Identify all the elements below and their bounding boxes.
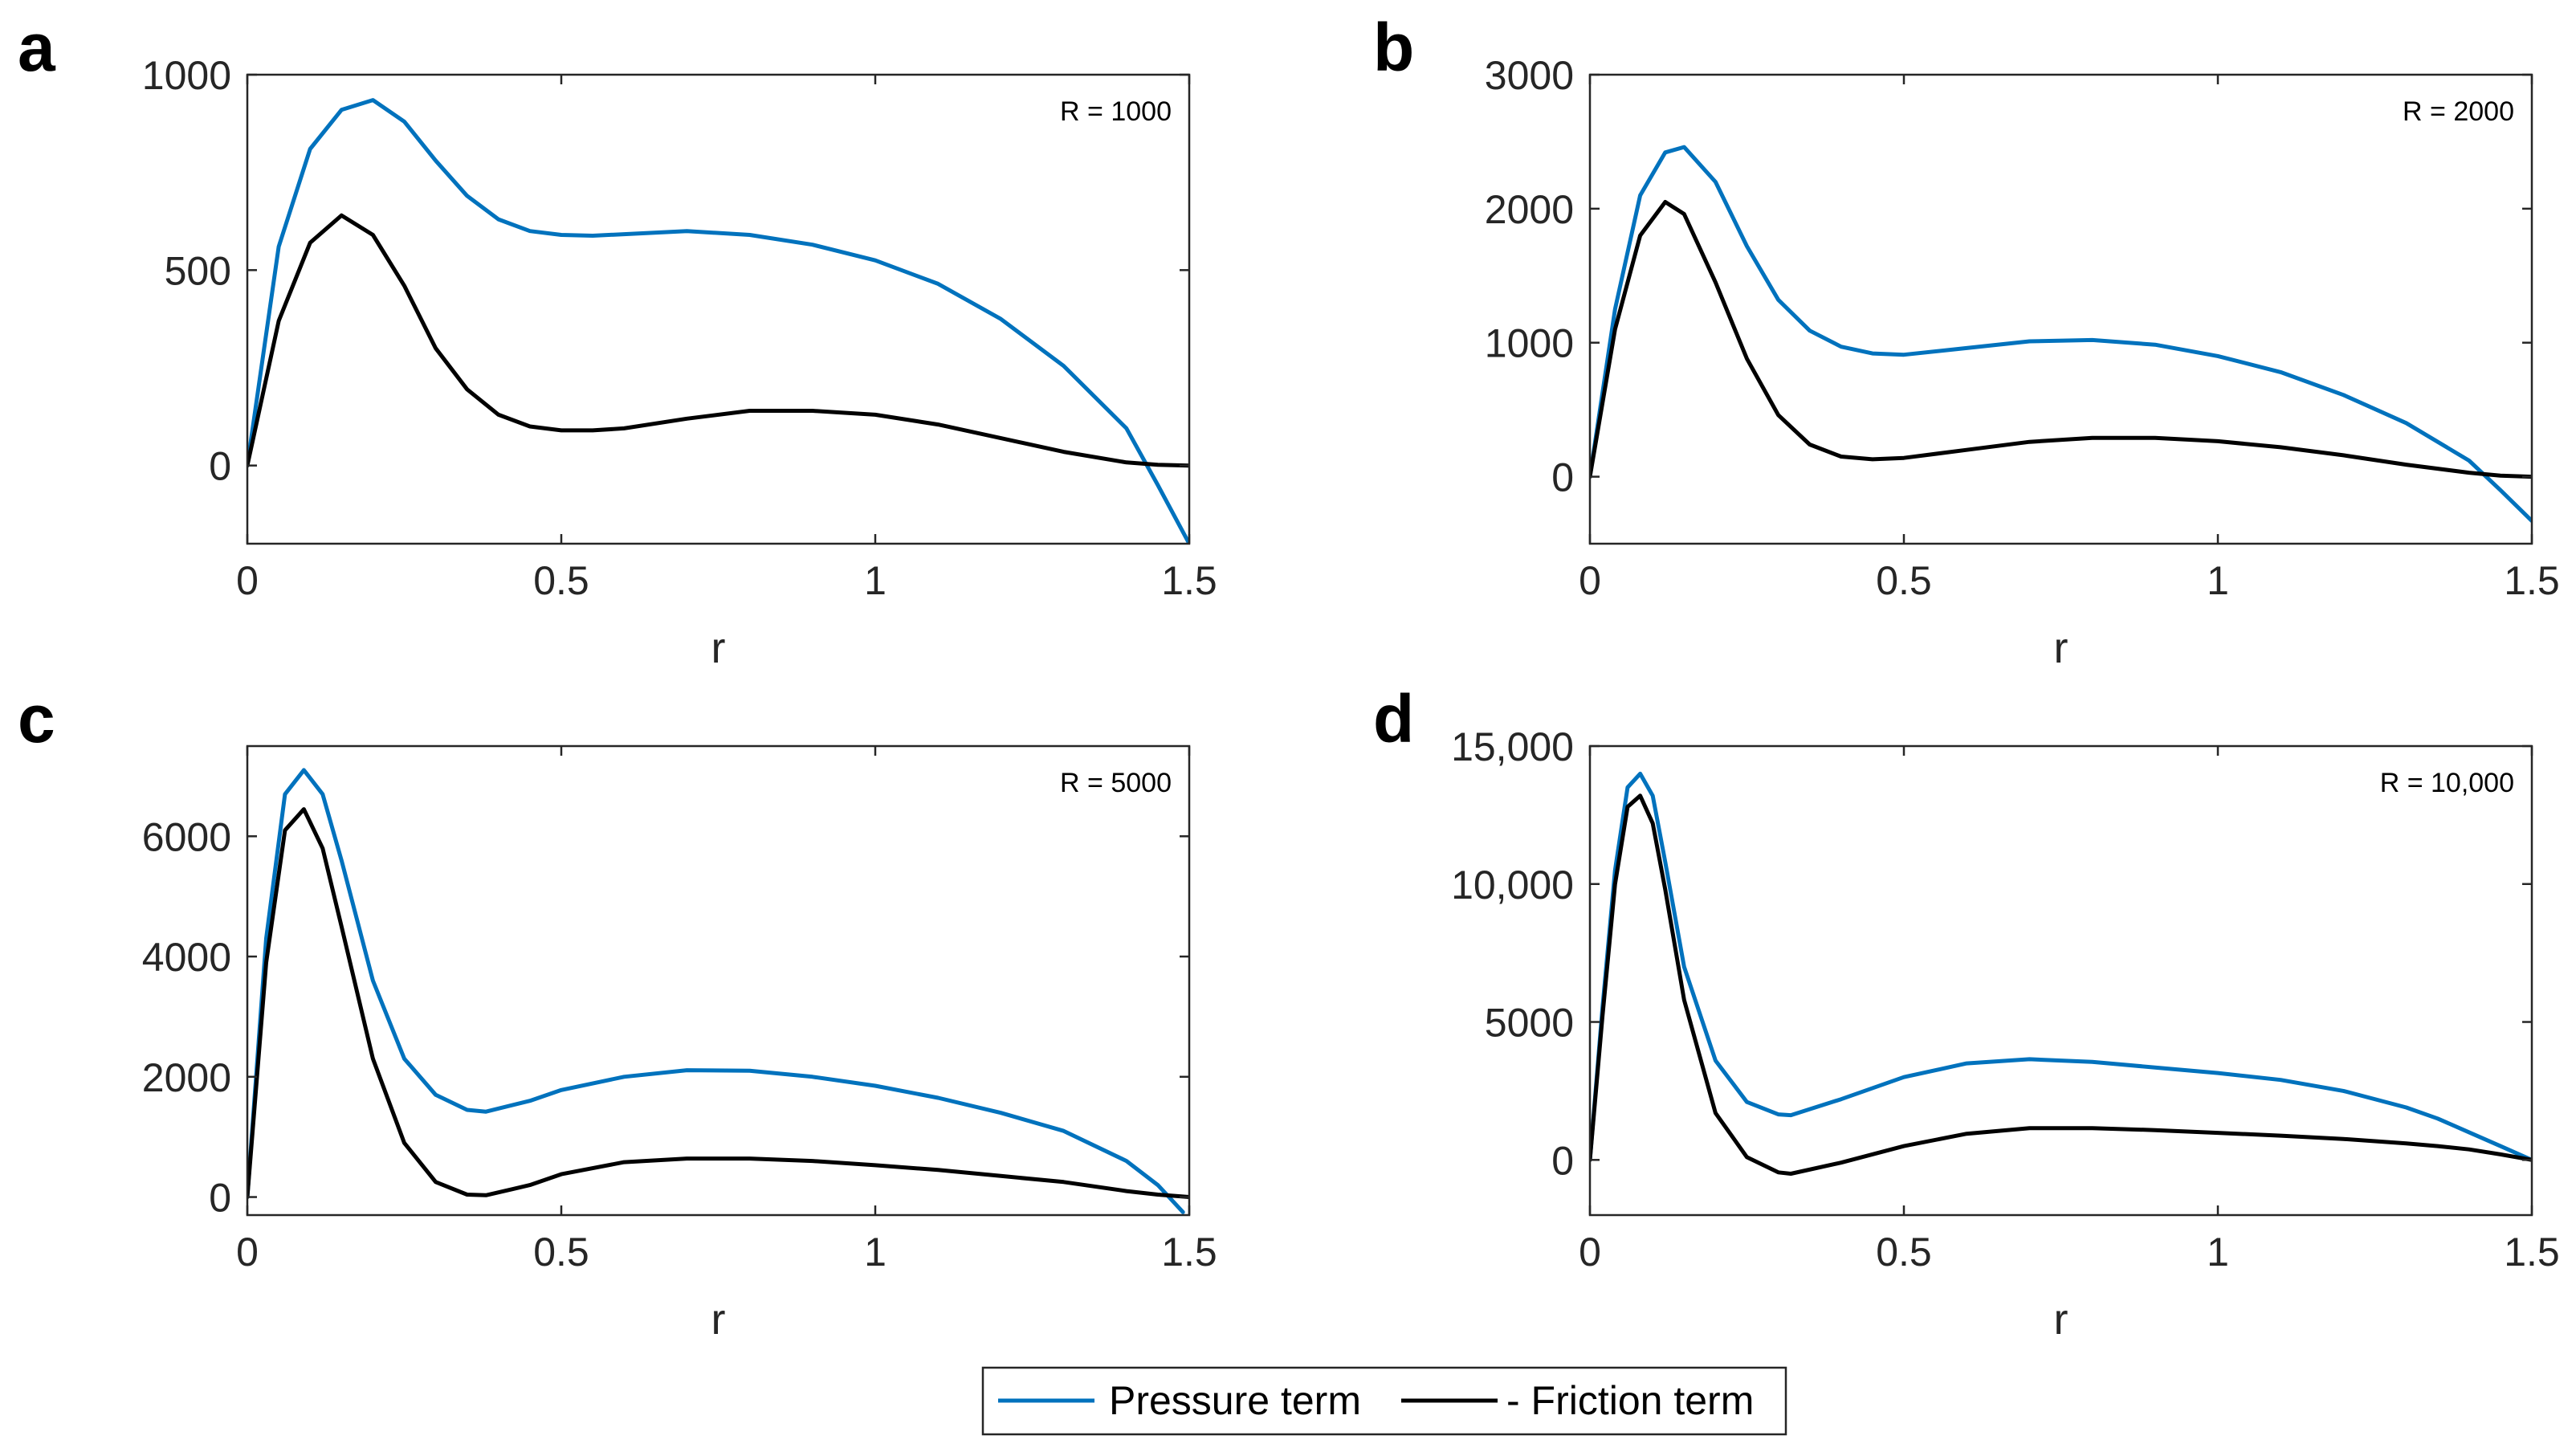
legend-friction-label: - Friction term: [1506, 1378, 1754, 1423]
x-tick-label: 0.5: [533, 1230, 589, 1275]
x-tick-label: 1: [864, 558, 887, 603]
y-tick-label: 0: [209, 444, 231, 489]
series-pressure-line: [1590, 145, 2532, 524]
axes-box: [246, 73, 1191, 545]
legend: Pressure term - Friction term: [981, 1366, 1787, 1436]
y-tick-label: 2000: [142, 1055, 231, 1100]
panel-letter: c: [18, 681, 55, 757]
x-tick-label: 0.5: [533, 558, 589, 603]
y-tick-label: 1000: [1485, 321, 1574, 366]
y-tick-label: 3000: [1485, 53, 1574, 98]
axes-box: [246, 744, 1191, 1217]
series-pressure-line: [1590, 771, 2532, 1162]
x-axis-label: r: [2054, 1295, 2069, 1344]
y-tick-label: 500: [165, 248, 231, 293]
x-tick-label: 0: [236, 558, 259, 603]
x-tick-label: 1.5: [2504, 558, 2560, 603]
x-tick-label: 1: [864, 1230, 887, 1275]
panel-letter: a: [18, 10, 56, 85]
x-tick-label: 0: [1579, 1230, 1601, 1275]
series-pressure-line: [247, 98, 1189, 544]
panel-a: 0 0.5 1 1.5 0 500 1000 r R = 1000 a: [18, 10, 1217, 672]
panel-annotation: R = 2000: [2403, 96, 2514, 127]
series-pressure-line: [247, 768, 1185, 1214]
legend-pressure-label: Pressure term: [1109, 1378, 1361, 1423]
panel-d: 0 0.5 1 1.5 0 5000 10,000 15,000 r R = 10,000 d: [1373, 681, 2560, 1344]
x-tick-label: 0.5: [1876, 1230, 1932, 1275]
y-tick-label: 0: [209, 1176, 231, 1221]
x-tick-label: 1.5: [2504, 1230, 2560, 1275]
x-axis-label: r: [2054, 624, 2069, 672]
y-tick-label: 2000: [1485, 187, 1574, 232]
series-friction-line: [247, 213, 1189, 468]
panel-letter: b: [1373, 10, 1414, 85]
panel-b: 0 0.5 1 1.5 0 1000 2000 3000 r R = 2000 b: [1373, 10, 2560, 672]
legend-box: [981, 1366, 1787, 1436]
y-tick-label: 15,000: [1451, 724, 1574, 769]
x-axis-label: r: [711, 1295, 726, 1344]
panel-c: 0 0.5 1 1.5 0 2000 4000 6000 r R = 5000 c: [18, 681, 1217, 1344]
x-tick-label: 0: [236, 1230, 259, 1275]
panel-letter: d: [1373, 681, 1414, 757]
y-tick-label: 5000: [1485, 1001, 1574, 1046]
x-axis-label: r: [711, 624, 726, 672]
panel-annotation: R = 10,000: [2380, 768, 2514, 798]
x-tick-label: 1.5: [1161, 1230, 1217, 1275]
x-tick-label: 1: [2207, 1230, 2229, 1275]
x-tick-label: 0.5: [1876, 558, 1932, 603]
axes-box: [1588, 744, 2533, 1217]
x-tick-label: 0: [1579, 558, 1601, 603]
y-tick-label: 4000: [142, 935, 231, 980]
panel-annotation: R = 5000: [1060, 768, 1172, 798]
y-tick-label: 1000: [142, 53, 231, 98]
series-friction-line: [1590, 793, 2532, 1176]
x-tick-label: 1.5: [1161, 558, 1217, 603]
axes-box: [1588, 73, 2533, 545]
y-tick-label: 0: [1551, 1138, 1574, 1183]
panel-annotation: R = 1000: [1060, 96, 1172, 127]
series-friction-line: [247, 807, 1189, 1199]
y-tick-label: 0: [1551, 455, 1574, 500]
x-tick-label: 1: [2207, 558, 2229, 603]
y-tick-label: 6000: [142, 814, 231, 859]
y-tick-label: 10,000: [1451, 863, 1574, 908]
series-friction-line: [1590, 200, 2532, 479]
